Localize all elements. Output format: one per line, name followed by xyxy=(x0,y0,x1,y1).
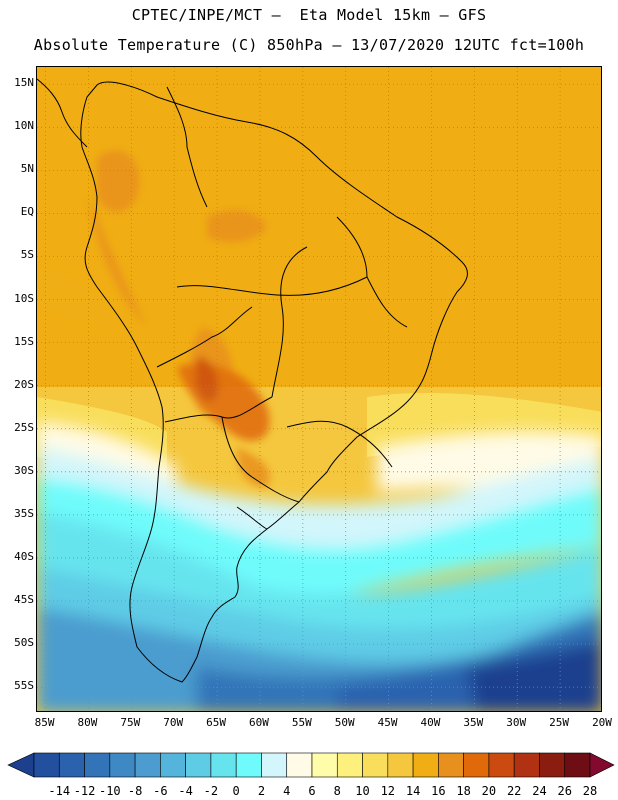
longitude-label: 85W xyxy=(34,716,55,729)
legend-color-cell xyxy=(185,752,212,778)
longitude-label: 80W xyxy=(77,716,98,729)
map-subtitle: Absolute Temperature (C) 850hPa – 13/07/… xyxy=(33,36,585,54)
longitude-label: 25W xyxy=(549,716,570,729)
legend-color-cell xyxy=(58,752,85,778)
legend-tick-label: 14 xyxy=(405,784,421,798)
latitude-label: 5S xyxy=(20,248,34,262)
temperature-map xyxy=(36,66,602,712)
legend-color-cell xyxy=(311,752,338,778)
legend-color-cell xyxy=(261,752,288,778)
legend-high-arrow xyxy=(589,752,615,778)
longitude-label: 60W xyxy=(249,716,269,729)
legend-color-cell xyxy=(438,752,464,778)
latitude-label: 15N xyxy=(14,76,34,90)
legend-tick-label: 28 xyxy=(582,784,598,798)
legend-tick-label: 0 xyxy=(232,784,240,798)
legend-color-cell xyxy=(336,752,363,778)
legend-tick-label: -6 xyxy=(153,784,168,798)
longitude-label: 50W xyxy=(334,716,355,729)
latitude-label: EQ xyxy=(20,205,34,219)
latitude-label: 5N xyxy=(20,162,34,176)
legend-color-cell xyxy=(286,752,313,778)
latitude-label: 10N xyxy=(14,119,34,133)
map-canvas xyxy=(37,67,601,711)
longitude-label: 45W xyxy=(377,716,398,729)
legend-tick-label: 16 xyxy=(431,784,446,798)
longitude-label: 30W xyxy=(506,716,527,729)
latitude-label: 10S xyxy=(14,291,34,305)
legend-low-arrow xyxy=(7,752,35,778)
legend-tick-label: 2 xyxy=(257,784,266,798)
legend-color-cell xyxy=(109,752,136,778)
continent-outline xyxy=(37,78,468,683)
legend-color-cell xyxy=(160,752,186,778)
legend-tick-label: 22 xyxy=(506,784,522,798)
legend-tick-label: 18 xyxy=(456,784,471,798)
legend-tick-label: 10 xyxy=(355,784,370,798)
legend-tick-label: -12 xyxy=(73,784,96,798)
legend-tick-label: -14 xyxy=(48,784,71,798)
legend-color-cell xyxy=(539,752,566,778)
legend-tick-label: 24 xyxy=(532,784,547,798)
longitude-label: 20W xyxy=(592,716,612,729)
latitude-label: 25S xyxy=(14,420,34,434)
legend-tick-label: -4 xyxy=(178,784,193,798)
legend-color-cell xyxy=(84,752,111,778)
longitude-label: 35W xyxy=(463,716,484,729)
legend-tick-label: -2 xyxy=(203,784,219,798)
legend-color-cell xyxy=(210,752,237,778)
legend-tick-label: 8 xyxy=(333,784,341,798)
longitude-label: 40W xyxy=(420,716,441,729)
color-legend xyxy=(7,752,615,778)
longitude-label: 70W xyxy=(163,716,184,729)
legend-color-cell xyxy=(33,752,60,778)
legend-color-cell xyxy=(362,752,389,778)
legend-color-cell xyxy=(488,752,515,778)
legend-tick-label: 26 xyxy=(557,784,572,798)
latitude-label: 15S xyxy=(14,334,34,348)
legend-tick-label: 6 xyxy=(308,784,316,798)
legend-tick-label: 12 xyxy=(380,784,396,798)
longitude-label: 65W xyxy=(206,716,227,729)
latitude-label: 30S xyxy=(14,463,34,477)
legend-color-cell xyxy=(412,752,439,778)
legend-color-cell xyxy=(463,752,490,778)
legend-color-cell xyxy=(564,752,591,778)
longitude-label: 55W xyxy=(291,716,312,729)
legend-tick-label: -8 xyxy=(127,784,143,798)
legend-color-cell xyxy=(387,752,414,778)
latitude-label: 45S xyxy=(14,593,34,607)
temperature-field xyxy=(37,67,601,711)
legend-tick-label: 20 xyxy=(481,784,497,798)
legend-tick-label: 4 xyxy=(283,784,291,798)
latitude-label: 50S xyxy=(14,636,34,650)
legend-color-cell xyxy=(134,752,161,778)
latitude-label: 40S xyxy=(14,549,34,563)
latitude-label: 20S xyxy=(14,377,34,391)
latitude-label: 55S xyxy=(14,679,34,693)
legend-tick-label: -10 xyxy=(98,784,121,798)
legend-color-cell xyxy=(513,752,540,778)
legend-color-cell xyxy=(235,752,262,778)
map-title: CPTEC/INPE/MCT – Eta Model 15km – GFS xyxy=(131,6,487,24)
longitude-label: 75W xyxy=(120,716,141,729)
latitude-label: 35S xyxy=(14,506,34,520)
